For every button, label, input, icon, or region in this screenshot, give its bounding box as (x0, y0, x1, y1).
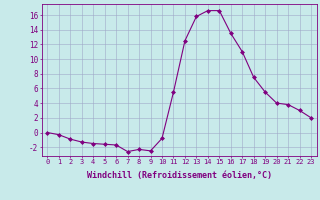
X-axis label: Windchill (Refroidissement éolien,°C): Windchill (Refroidissement éolien,°C) (87, 171, 272, 180)
